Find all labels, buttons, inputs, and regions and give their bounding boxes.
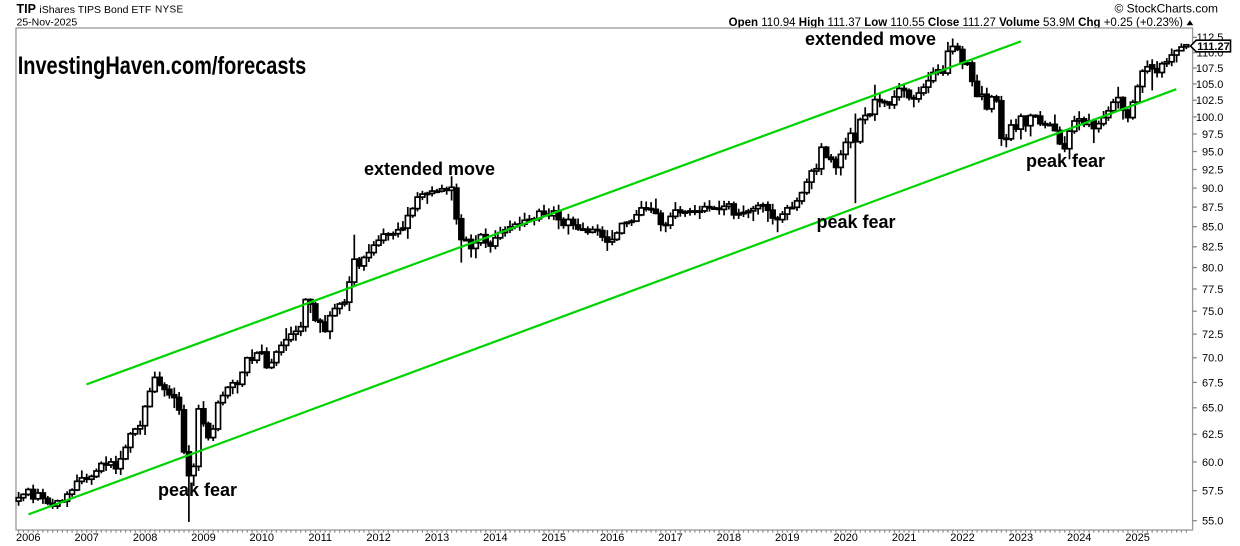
svg-text:2014: 2014 bbox=[483, 532, 507, 544]
svg-text:102.5: 102.5 bbox=[1196, 95, 1224, 107]
svg-text:2013: 2013 bbox=[425, 532, 449, 544]
svg-text:NYSE: NYSE bbox=[155, 5, 183, 16]
svg-text:65.0: 65.0 bbox=[1202, 403, 1223, 415]
svg-text:2025: 2025 bbox=[1125, 532, 1149, 544]
svg-text:InvestingHaven.com/forecasts: InvestingHaven.com/forecasts bbox=[18, 51, 307, 80]
svg-text:2016: 2016 bbox=[600, 532, 624, 544]
svg-text:peak fear: peak fear bbox=[817, 212, 896, 232]
svg-text:2007: 2007 bbox=[74, 532, 98, 544]
svg-text:2022: 2022 bbox=[950, 532, 974, 544]
svg-text:2021: 2021 bbox=[892, 532, 916, 544]
svg-text:extended move: extended move bbox=[364, 159, 495, 179]
svg-text:92.5: 92.5 bbox=[1202, 164, 1223, 176]
svg-text:72.5: 72.5 bbox=[1202, 329, 1223, 341]
svg-text:55.0: 55.0 bbox=[1202, 516, 1223, 528]
svg-text:2011: 2011 bbox=[308, 532, 332, 544]
svg-text:105.0: 105.0 bbox=[1196, 79, 1224, 91]
svg-text:2010: 2010 bbox=[250, 532, 274, 544]
svg-text:2018: 2018 bbox=[717, 532, 741, 544]
svg-text:© StockCharts.com: © StockCharts.com bbox=[1114, 2, 1218, 16]
svg-text:75.0: 75.0 bbox=[1202, 306, 1223, 318]
svg-text:25-Nov-2025: 25-Nov-2025 bbox=[17, 17, 78, 29]
svg-text:iShares TIPS Bond ETF: iShares TIPS Bond ETF bbox=[39, 4, 151, 16]
svg-text:2017: 2017 bbox=[658, 532, 682, 544]
svg-text:Open 110.94 High 111.37 Low 11: Open 110.94 High 111.37 Low 110.55 Close… bbox=[729, 17, 1183, 29]
svg-text:77.5: 77.5 bbox=[1202, 284, 1223, 296]
svg-text:85.0: 85.0 bbox=[1202, 222, 1223, 234]
svg-text:82.5: 82.5 bbox=[1202, 242, 1223, 254]
svg-text:extended move: extended move bbox=[805, 29, 936, 49]
svg-text:111.27: 111.27 bbox=[1197, 41, 1229, 53]
svg-text:80.0: 80.0 bbox=[1202, 263, 1223, 275]
svg-text:2020: 2020 bbox=[833, 532, 857, 544]
svg-text:70.0: 70.0 bbox=[1202, 353, 1223, 365]
svg-text:2024: 2024 bbox=[1067, 532, 1091, 544]
svg-text:2009: 2009 bbox=[191, 532, 215, 544]
svg-text:97.5: 97.5 bbox=[1202, 129, 1223, 141]
svg-text:peak fear: peak fear bbox=[158, 480, 237, 500]
svg-text:67.5: 67.5 bbox=[1202, 377, 1223, 389]
svg-text:62.5: 62.5 bbox=[1202, 429, 1223, 441]
svg-text:2015: 2015 bbox=[542, 532, 566, 544]
svg-text:87.5: 87.5 bbox=[1202, 202, 1223, 214]
svg-text:95.0: 95.0 bbox=[1202, 146, 1223, 158]
svg-text:57.5: 57.5 bbox=[1202, 486, 1223, 498]
svg-text:2023: 2023 bbox=[1009, 532, 1033, 544]
svg-text:100.0: 100.0 bbox=[1196, 112, 1224, 124]
svg-text:2012: 2012 bbox=[366, 532, 390, 544]
svg-text:2006: 2006 bbox=[16, 532, 40, 544]
svg-text:TIP: TIP bbox=[17, 2, 36, 16]
svg-text:2019: 2019 bbox=[775, 532, 799, 544]
svg-text:60.0: 60.0 bbox=[1202, 457, 1223, 469]
svg-text:90.0: 90.0 bbox=[1202, 183, 1223, 195]
svg-text:peak fear: peak fear bbox=[1026, 151, 1105, 171]
svg-text:107.5: 107.5 bbox=[1196, 63, 1224, 75]
svg-text:2008: 2008 bbox=[133, 532, 157, 544]
